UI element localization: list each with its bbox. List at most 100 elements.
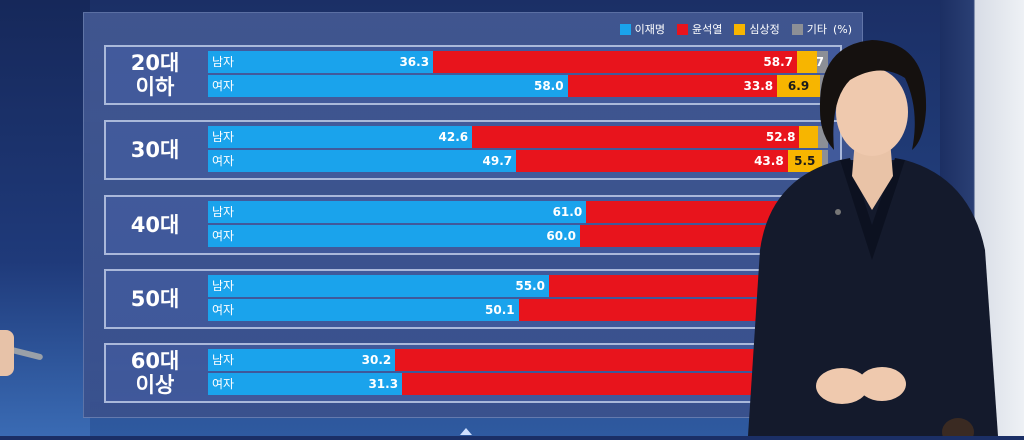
data-label: 58.7 bbox=[763, 55, 793, 69]
bar-segment-yoon bbox=[549, 275, 815, 297]
legend-swatch-sim bbox=[734, 23, 746, 35]
data-label: 33.8 bbox=[743, 79, 774, 93]
data-label: 6.9 bbox=[787, 79, 810, 93]
bar-row: 50.1 여자 bbox=[208, 299, 828, 321]
gender-label: 여자 bbox=[212, 229, 235, 243]
legend-item-lee: 이재명 bbox=[619, 21, 665, 37]
age-group-label: 40대 bbox=[106, 197, 204, 253]
bar-segment-sim bbox=[797, 51, 818, 73]
legend-swatch-other bbox=[791, 23, 803, 35]
data-label: 30.2 bbox=[361, 353, 392, 367]
age-label-line1: 60대 bbox=[130, 349, 180, 373]
bar-segment-sim bbox=[799, 126, 819, 148]
bar-row: 55.0 남자 bbox=[208, 275, 828, 297]
gender-label: 남자 bbox=[212, 55, 235, 69]
data-label: 52.8 bbox=[765, 130, 796, 144]
bar-segment-other bbox=[823, 299, 828, 321]
bar-segment-lee: 42.6 bbox=[208, 126, 473, 148]
bar-row: 60.0 여자 bbox=[208, 225, 828, 247]
bar-segment-other bbox=[821, 225, 828, 247]
age-label-line1: 40대 bbox=[130, 213, 180, 237]
bar-segment-other bbox=[818, 349, 828, 371]
bar-row: 61.0 남자 bbox=[208, 201, 828, 223]
age-label-line2: 이상 bbox=[135, 373, 175, 397]
bar-segment-lee: 58.0 bbox=[208, 75, 568, 97]
bar-segment-other bbox=[821, 150, 828, 172]
bar-segment-other bbox=[819, 373, 828, 395]
age-group-label: 30대 bbox=[106, 122, 204, 178]
bar-segment-other bbox=[821, 275, 828, 297]
age-label-line1: 20대 bbox=[130, 51, 180, 75]
legend-label-other: 기타 bbox=[806, 23, 827, 36]
data-label: 49.7 bbox=[482, 154, 513, 168]
data-label: 58.0 bbox=[533, 79, 564, 93]
bar-segment-yoon bbox=[586, 201, 810, 223]
age-group-label: 20대 이하 bbox=[106, 47, 204, 103]
data-label: 61.0 bbox=[552, 205, 583, 219]
bar-segment-sim bbox=[814, 299, 824, 321]
bar-segment-lee: 30.2 bbox=[208, 349, 396, 371]
bar-segment-yoon: 43.8 bbox=[516, 150, 788, 172]
bar-segment-sim: 6.9 bbox=[777, 75, 820, 97]
studio-background-left bbox=[0, 0, 90, 436]
bar-row: 49.7 43.8 5.5 여자 bbox=[208, 150, 828, 172]
legend-swatch-yoon bbox=[676, 23, 688, 35]
legend-unit: (%) bbox=[832, 22, 852, 36]
bar-segment-other bbox=[819, 75, 828, 97]
floor-marker bbox=[460, 428, 472, 435]
bar-row: 30.2 남자 bbox=[208, 349, 828, 371]
bar-segment-yoon: 58.7 bbox=[433, 51, 797, 73]
gender-label: 남자 bbox=[212, 205, 235, 219]
bar-segment-lee: 55.0 bbox=[208, 275, 549, 297]
age-label-line1: 50대 bbox=[130, 287, 180, 311]
legend-item-other: 기타 bbox=[791, 21, 827, 37]
bar-segment-other bbox=[821, 201, 828, 223]
age-label-line1: 30대 bbox=[130, 138, 180, 162]
bar-segment-other: 1.7 bbox=[817, 51, 828, 73]
bar-segment-sim bbox=[809, 201, 822, 223]
age-group-1: 30대 42.6 52.8 남자 49.7 43.8 5.5 여자 bbox=[104, 120, 842, 180]
legend-label-yoon: 윤석열 bbox=[691, 23, 723, 36]
bar-row: 58.0 33.8 6.9 여자 bbox=[208, 75, 828, 97]
bar-segment-yoon: 33.8 bbox=[567, 75, 778, 97]
legend-item-sim: 심상정 bbox=[734, 21, 780, 37]
data-label: 1.7 bbox=[817, 55, 824, 69]
data-label: 60.0 bbox=[546, 229, 576, 243]
bar-segment-sim bbox=[814, 275, 822, 297]
age-group-label: 50대 bbox=[106, 271, 204, 327]
data-label: 50.1 bbox=[485, 303, 515, 317]
bar-segment-lee: 60.0 bbox=[208, 225, 580, 247]
gender-label: 여자 bbox=[212, 377, 235, 391]
gender-label: 남자 bbox=[212, 130, 235, 144]
data-label: 31.3 bbox=[368, 377, 399, 391]
data-label: 42.6 bbox=[438, 130, 469, 144]
data-label: 5.5 bbox=[794, 154, 816, 168]
bar-segment-yoon bbox=[518, 299, 815, 321]
age-group-label: 60대 이상 bbox=[106, 345, 204, 401]
gender-label: 여자 bbox=[212, 303, 235, 317]
bar-segment-yoon bbox=[580, 225, 810, 247]
bar-segment-sim bbox=[810, 373, 820, 395]
gender-label: 남자 bbox=[212, 353, 235, 367]
gender-label: 여자 bbox=[212, 154, 235, 168]
bar-row: 31.3 여자 bbox=[208, 373, 828, 395]
legend-label-lee: 이재명 bbox=[634, 23, 665, 36]
age-group-3: 50대 55.0 남자 50.1 여자 bbox=[104, 269, 842, 329]
chart-legend: 이재명 윤석열 심상정 기타 (%) bbox=[619, 20, 852, 38]
bar-segment-lee: 36.3 bbox=[208, 51, 434, 73]
bar-segment-sim bbox=[807, 349, 819, 371]
bar-segment-lee: 61.0 bbox=[208, 201, 587, 223]
bar-segment-yoon bbox=[395, 349, 808, 371]
age-label-line2: 이하 bbox=[135, 75, 175, 99]
bar-segment-lee: 50.1 bbox=[208, 299, 519, 321]
data-label: 55.0 bbox=[515, 279, 545, 293]
legend-item-yoon: 윤석열 bbox=[676, 21, 723, 37]
age-group-4: 60대 이상 30.2 남자 31.3 여자 bbox=[104, 343, 842, 403]
legend-swatch-lee bbox=[619, 23, 631, 35]
legend-label-sim: 심상정 bbox=[749, 23, 780, 36]
data-label: 43.8 bbox=[754, 154, 784, 168]
studio-background-right bbox=[940, 0, 1024, 436]
bar-segment-lee: 49.7 bbox=[208, 150, 517, 172]
